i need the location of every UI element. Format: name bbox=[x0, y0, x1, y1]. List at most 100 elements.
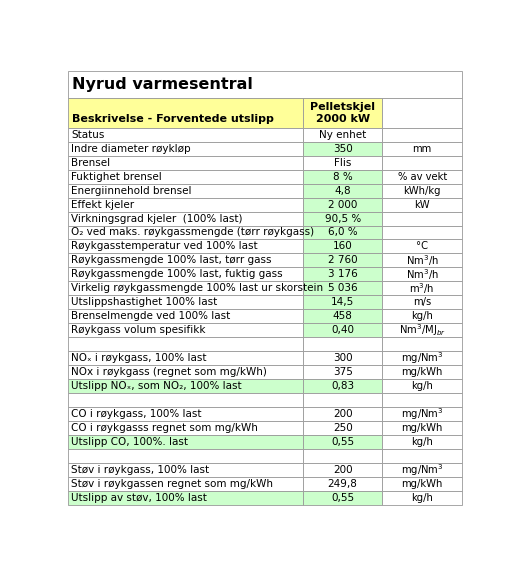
Bar bbox=[382, 435, 462, 449]
Bar bbox=[382, 407, 462, 421]
Bar bbox=[382, 211, 462, 226]
Text: 200: 200 bbox=[333, 465, 352, 475]
Text: Status: Status bbox=[71, 129, 105, 140]
Text: 375: 375 bbox=[333, 367, 352, 377]
Text: Flis: Flis bbox=[334, 157, 351, 168]
Bar bbox=[69, 365, 303, 379]
Text: Indre diameter røykløp: Indre diameter røykløp bbox=[71, 144, 191, 154]
Bar bbox=[382, 156, 462, 170]
Text: Effekt kjeler: Effekt kjeler bbox=[71, 200, 135, 210]
Text: Utslipp NOₓ, som NO₂, 100% last: Utslipp NOₓ, som NO₂, 100% last bbox=[71, 381, 242, 391]
Bar bbox=[382, 337, 462, 351]
Bar bbox=[69, 282, 303, 295]
Bar bbox=[382, 393, 462, 407]
Text: Støv i røykgass, 100% last: Støv i røykgass, 100% last bbox=[71, 465, 209, 475]
Text: Røykgassmengde 100% last, tørr gass: Røykgassmengde 100% last, tørr gass bbox=[71, 255, 272, 266]
Bar bbox=[303, 198, 382, 211]
Text: 300: 300 bbox=[333, 353, 352, 363]
Text: 4,8: 4,8 bbox=[334, 186, 351, 196]
Bar bbox=[303, 156, 382, 170]
Bar bbox=[69, 393, 303, 407]
Text: 0,83: 0,83 bbox=[331, 381, 354, 391]
Bar bbox=[382, 128, 462, 141]
Text: 8 %: 8 % bbox=[333, 172, 352, 182]
Text: Nm$^3$/h: Nm$^3$/h bbox=[406, 267, 439, 282]
Bar bbox=[69, 337, 303, 351]
Bar bbox=[69, 128, 303, 141]
Bar bbox=[69, 407, 303, 421]
Bar bbox=[382, 365, 462, 379]
Bar bbox=[303, 463, 382, 477]
Bar bbox=[69, 141, 303, 156]
Bar bbox=[303, 491, 382, 505]
Text: mg/kWh: mg/kWh bbox=[401, 479, 443, 489]
Text: 350: 350 bbox=[333, 144, 352, 154]
Bar bbox=[303, 365, 382, 379]
Text: O₂ ved maks. røykgassmengde (tørr røykgass): O₂ ved maks. røykgassmengde (tørr røykga… bbox=[71, 227, 314, 238]
Text: 0,40: 0,40 bbox=[331, 325, 354, 335]
Bar bbox=[69, 211, 303, 226]
Text: Energiinnehold brensel: Energiinnehold brensel bbox=[71, 186, 192, 196]
Bar bbox=[382, 351, 462, 365]
Text: kW: kW bbox=[414, 200, 430, 210]
Text: NOx i røykgass (regnet som mg/kWh): NOx i røykgass (regnet som mg/kWh) bbox=[71, 367, 267, 377]
Text: kg/h: kg/h bbox=[411, 381, 433, 391]
Bar bbox=[69, 477, 303, 491]
Bar bbox=[303, 393, 382, 407]
Bar bbox=[382, 282, 462, 295]
Bar bbox=[303, 421, 382, 435]
Text: Beskrivelse - Forventede utslipp: Beskrivelse - Forventede utslipp bbox=[72, 115, 273, 124]
Bar bbox=[69, 156, 303, 170]
Bar bbox=[69, 379, 303, 393]
Bar bbox=[69, 98, 303, 128]
Bar bbox=[382, 141, 462, 156]
Bar bbox=[303, 184, 382, 198]
Text: Nm$^3$/MJ$_{br}$: Nm$^3$/MJ$_{br}$ bbox=[399, 323, 446, 338]
Text: 160: 160 bbox=[333, 242, 352, 251]
Bar bbox=[303, 98, 382, 128]
Text: Røykgasstemperatur ved 100% last: Røykgasstemperatur ved 100% last bbox=[71, 242, 258, 251]
Bar bbox=[303, 141, 382, 156]
Text: Brensel: Brensel bbox=[71, 157, 110, 168]
Text: Utslipp av støv, 100% last: Utslipp av støv, 100% last bbox=[71, 493, 207, 503]
Text: 6,0 %: 6,0 % bbox=[328, 227, 358, 238]
Bar bbox=[382, 267, 462, 282]
Text: 0,55: 0,55 bbox=[331, 493, 354, 503]
Text: CO i røykgasss regnet som mg/kWh: CO i røykgasss regnet som mg/kWh bbox=[71, 423, 258, 433]
Text: % av vekt: % av vekt bbox=[398, 172, 447, 182]
Bar bbox=[303, 282, 382, 295]
Bar bbox=[303, 477, 382, 491]
Text: 200: 200 bbox=[333, 409, 352, 420]
Text: m$^3$/h: m$^3$/h bbox=[410, 281, 435, 296]
Text: 249,8: 249,8 bbox=[328, 479, 358, 489]
Text: Brenselmengde ved 100% last: Brenselmengde ved 100% last bbox=[71, 311, 231, 321]
Bar bbox=[69, 239, 303, 254]
Text: 90,5 %: 90,5 % bbox=[325, 214, 361, 223]
Bar bbox=[382, 198, 462, 211]
Bar bbox=[303, 295, 382, 310]
Text: °C: °C bbox=[416, 242, 428, 251]
Text: CO i røykgass, 100% last: CO i røykgass, 100% last bbox=[71, 409, 202, 420]
Text: Nm$^3$/h: Nm$^3$/h bbox=[406, 253, 439, 268]
Text: 3 176: 3 176 bbox=[328, 270, 358, 279]
Text: mg/Nm$^3$: mg/Nm$^3$ bbox=[401, 406, 444, 422]
Text: 2 000: 2 000 bbox=[328, 200, 358, 210]
Text: Virkningsgrad kjeler  (100% last): Virkningsgrad kjeler (100% last) bbox=[71, 214, 243, 223]
Bar bbox=[69, 435, 303, 449]
Bar bbox=[303, 211, 382, 226]
Bar bbox=[303, 170, 382, 184]
Text: 0,55: 0,55 bbox=[331, 437, 354, 447]
Text: kg/h: kg/h bbox=[411, 437, 433, 447]
Text: Utslippshastighet 100% last: Utslippshastighet 100% last bbox=[71, 298, 218, 307]
Bar bbox=[303, 435, 382, 449]
Text: mg/Nm$^3$: mg/Nm$^3$ bbox=[401, 351, 444, 366]
Text: Pelletskjel
2000 kW: Pelletskjel 2000 kW bbox=[310, 102, 375, 124]
Bar bbox=[382, 170, 462, 184]
Text: 5 036: 5 036 bbox=[328, 283, 358, 294]
Text: Virkelig røykgassmengde 100% last ur skorstein: Virkelig røykgassmengde 100% last ur sko… bbox=[71, 283, 324, 294]
Bar bbox=[382, 226, 462, 239]
Bar bbox=[382, 310, 462, 323]
Bar bbox=[382, 491, 462, 505]
Bar bbox=[69, 267, 303, 282]
Bar bbox=[382, 184, 462, 198]
